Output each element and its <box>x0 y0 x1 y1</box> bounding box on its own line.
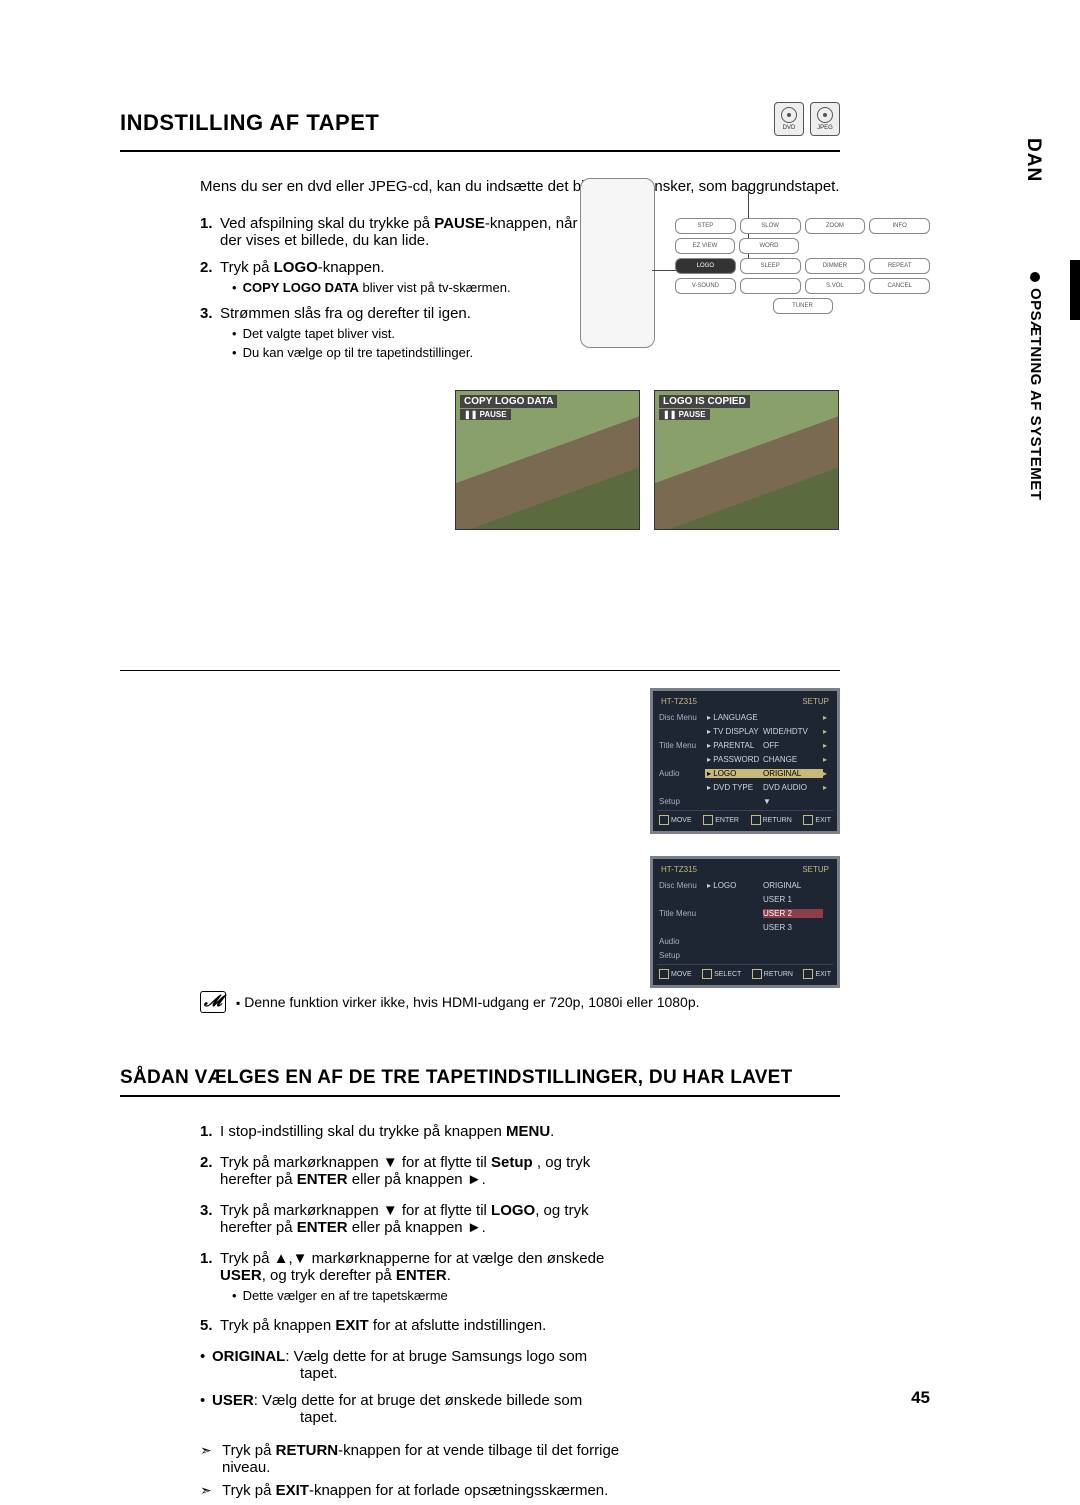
note-icon: 𝓜 <box>200 991 226 1013</box>
page-title: INDSTILLING AF TAPET <box>120 110 840 136</box>
screenshot-row: COPY LOGO DATA ❚❚ PAUSE LOGO IS COPIED ❚… <box>455 390 839 530</box>
side-tab-lang: DAN <box>1022 138 1044 182</box>
osd-menu-2: HT-TZ315SETUP Disc Menu ▸ LOGO ORIGINAL … <box>650 856 840 988</box>
steps-list-1: 1.Ved afspilning skal du trykke på PAUSE… <box>200 215 590 360</box>
side-section-label: OPSÆTNING AF SYSTEMET <box>1024 288 1044 500</box>
side-blackbar <box>1070 260 1080 320</box>
dvd-badge: DVD <box>774 102 804 136</box>
osd-menu-1: HT-TZ315SETUP Disc Menu ▸ LANGUAGE ▸ ▸ T… <box>650 688 840 834</box>
jpeg-badge: JPEG <box>810 102 840 136</box>
screenshot-logo-copied: LOGO IS COPIED ❚❚ PAUSE <box>654 390 839 530</box>
note-row: 𝓜 ▪Denne funktion virker ikke, hvis HDMI… <box>200 991 840 1013</box>
side-dot <box>1030 272 1040 282</box>
return-exit-notes: Tryk på RETURN-knappen for at vende tilb… <box>200 1442 640 1499</box>
option-bullets: ORIGINAL: Vælg dette for at bruge Samsun… <box>200 1348 620 1426</box>
screenshot-copy-logo: COPY LOGO DATA ❚❚ PAUSE <box>455 390 640 530</box>
intro-text: Mens du ser en dvd eller JPEG-cd, kan du… <box>200 178 840 195</box>
note-text: Denne funktion virker ikke, hvis HDMI-ud… <box>244 994 699 1010</box>
title-rule <box>120 150 840 152</box>
note-rule-top <box>120 670 840 671</box>
remote-figure: STEPSLOWZOOMINFOEZ VIEWWORDLOGOSLEEPDIMM… <box>580 208 950 338</box>
steps-list-2: 1.I stop-indstilling skal du trykke på k… <box>200 1123 620 1334</box>
page-number: 45 <box>911 1388 930 1408</box>
section2-title: SÅDAN VÆLGES EN AF DE TRE TAPETINDSTILLI… <box>120 1067 840 1097</box>
